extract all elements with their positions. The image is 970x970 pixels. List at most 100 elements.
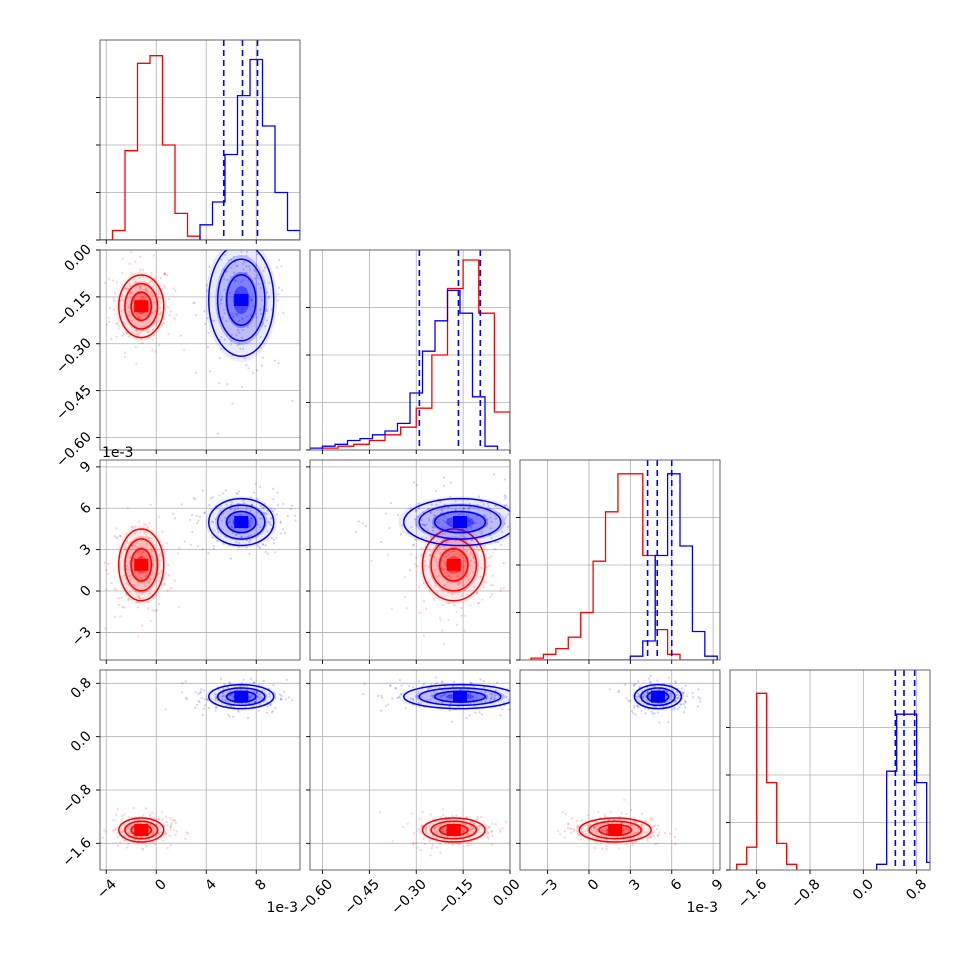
- scatter-point: [504, 517, 507, 520]
- scatter-point: [193, 301, 196, 304]
- scatter-point: [197, 519, 200, 522]
- scatter-point: [442, 642, 445, 645]
- scatter-point: [486, 502, 489, 505]
- scatter-point: [446, 580, 449, 583]
- scatter-point: [608, 688, 611, 691]
- scatter-point: [167, 563, 170, 567]
- scatter-point: [567, 823, 570, 826]
- scatter-point: [129, 292, 132, 295]
- scatter-point: [526, 710, 528, 712]
- scatter-point: [503, 504, 506, 507]
- scatter-point: [441, 526, 444, 529]
- scatter-point: [157, 296, 160, 299]
- scatter-point: [125, 287, 128, 290]
- scatter-point: [116, 536, 119, 539]
- scatter-point: [487, 505, 490, 508]
- scatter-point: [123, 839, 126, 842]
- scatter-point: [137, 316, 140, 319]
- scatter-point: [154, 350, 157, 353]
- scatter-point: [246, 222, 248, 224]
- scatter-point: [525, 505, 527, 507]
- scatter-point: [125, 301, 128, 304]
- scatter-point: [494, 823, 497, 826]
- scatter-point: [115, 588, 118, 591]
- scatter-point: [174, 833, 177, 837]
- scatter-point: [486, 835, 490, 839]
- scatter-point: [220, 347, 223, 350]
- scatter-point: [437, 518, 440, 521]
- scatter-point: [434, 560, 437, 563]
- scatter-point: [441, 830, 444, 833]
- scatter-point: [221, 694, 224, 698]
- scatter-point: [129, 291, 132, 294]
- scatter-point: [272, 542, 275, 545]
- scatter-point: [611, 821, 614, 824]
- scatter-point: [267, 296, 270, 299]
- scatter-point: [151, 831, 154, 834]
- scatter-point: [228, 245, 230, 247]
- scatter-point: [254, 700, 257, 704]
- scatter-point: [128, 575, 131, 578]
- scatter-point: [139, 286, 142, 289]
- scatter-point: [117, 603, 121, 607]
- scatter-point: [166, 589, 169, 592]
- scatter-point: [453, 553, 456, 556]
- scatter-point: [391, 697, 394, 700]
- scatter-point: [503, 497, 507, 500]
- scatter-point: [663, 831, 667, 835]
- scatter-point: [128, 284, 132, 288]
- scatter-point: [691, 692, 694, 695]
- scatter-point: [412, 544, 415, 547]
- scatter-point: [389, 684, 392, 688]
- tick-label-y: −3: [69, 624, 95, 650]
- scatter-point: [245, 315, 248, 318]
- scatter-point: [143, 531, 146, 534]
- scatter-point: [132, 557, 135, 560]
- scatter-point: [261, 321, 264, 324]
- scatter-point: [270, 507, 273, 510]
- scatter-point: [225, 503, 228, 506]
- scatter-point: [265, 513, 269, 516]
- scatter-point: [606, 831, 609, 835]
- scatter-point: [227, 258, 230, 262]
- scatter-point: [232, 255, 235, 258]
- scatter-point: [460, 606, 463, 610]
- scatter-point: [253, 533, 256, 536]
- scatter-point: [443, 484, 446, 487]
- scatter-point: [259, 517, 262, 520]
- scatter-point: [123, 813, 126, 816]
- scatter-point: [475, 697, 478, 700]
- scatter-point: [444, 532, 447, 535]
- panel-frame: [519, 459, 721, 661]
- scatter-point: [370, 559, 373, 563]
- scatter-point: [197, 700, 200, 703]
- scatter-point: [239, 513, 242, 516]
- contour-blue: [216, 504, 266, 540]
- scatter-point: [144, 297, 147, 300]
- scatter-point: [163, 833, 166, 836]
- scatter-point: [192, 496, 195, 500]
- scatter-point: [476, 592, 479, 595]
- scatter-point: [245, 508, 248, 511]
- scatter-point: [458, 835, 461, 838]
- scatter-point: [476, 815, 479, 819]
- scatter-point: [271, 710, 274, 713]
- scatter-point: [459, 553, 462, 556]
- contour-red: [130, 823, 153, 837]
- scatter-point: [282, 312, 285, 315]
- contour-blue: [208, 683, 275, 710]
- scatter-point: [215, 706, 218, 709]
- scatter-point: [148, 577, 151, 580]
- scatter-point: [504, 515, 507, 518]
- scatter-point: [248, 523, 251, 526]
- scatter-point: [624, 827, 627, 830]
- tick-label-x: 9: [709, 876, 727, 894]
- scatter-point: [151, 811, 154, 814]
- scatter-point: [649, 680, 652, 683]
- scatter-point: [494, 548, 497, 551]
- density-peak: [650, 690, 665, 703]
- scatter-point: [436, 520, 439, 523]
- scatter-point: [641, 695, 644, 699]
- panel-frame: [309, 459, 511, 661]
- scatter-point: [116, 836, 119, 839]
